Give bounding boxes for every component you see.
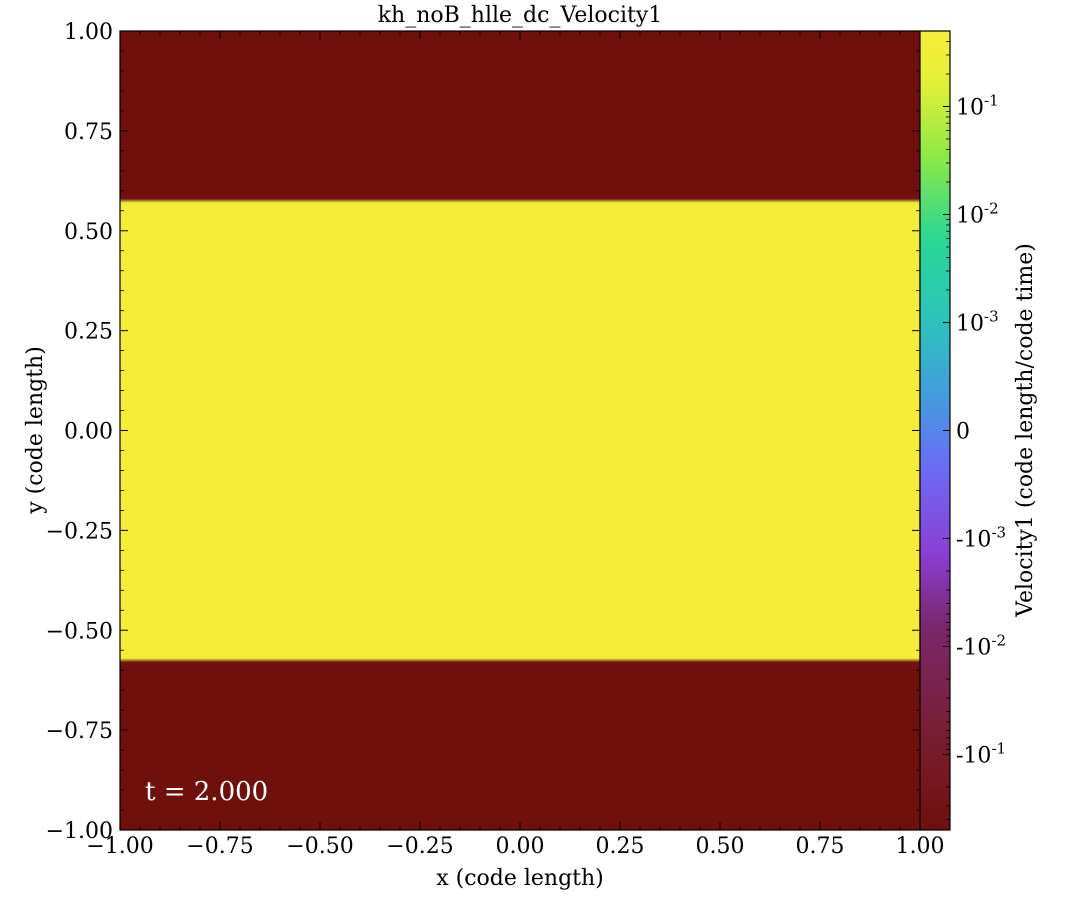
colorbar-tick-label: 0	[956, 420, 970, 445]
x-tick-label: −0.50	[286, 834, 353, 859]
x-tick-label: −0.75	[186, 834, 253, 859]
colorbar-tick-label: -10-3	[956, 524, 1006, 553]
colorbar-tick-label: 10-2	[956, 199, 999, 228]
y-tick-label: −0.25	[46, 519, 113, 544]
colorbar-tick-label: -10-2	[956, 632, 1006, 661]
colorbar-tick-label: 10-1	[956, 91, 999, 120]
y-tick-label: −0.50	[46, 619, 113, 644]
y-tick-label: 0.50	[64, 220, 113, 245]
x-tick-label: 0.00	[496, 834, 545, 859]
x-tick-label: 1.00	[896, 834, 945, 859]
x-tick-label: −0.25	[386, 834, 453, 859]
colorbar-tick-labels: 10-1 10-2 10-3 0 -10-3 -10-2 -10-1	[956, 91, 1006, 768]
y-tick-label: 0.25	[64, 320, 113, 345]
y-axis-tick-labels: −1.00 −0.75 −0.50 −0.25 0.00 0.25 0.50 0.75 1.00	[46, 20, 113, 844]
x-tick-label: 0.25	[596, 834, 645, 859]
x-axis-label: x (code length)	[436, 866, 604, 891]
y-axis-label: y (code length)	[23, 346, 48, 515]
x-tick-label: 0.75	[796, 834, 845, 859]
heatmap-field	[120, 31, 920, 830]
y-tick-label: −1.00	[46, 819, 113, 844]
colorbar-tick-label: 10-3	[956, 307, 999, 336]
colorbar-tick-label: -10-1	[956, 740, 1006, 769]
x-tick-label: 0.50	[696, 834, 745, 859]
y-tick-label: 0.75	[64, 120, 113, 145]
colorbar-label: Velocity1 (code length/code time)	[1013, 243, 1038, 618]
x-axis-tick-labels: −1.00 −0.75 −0.50 −0.25 0.00 0.25 0.50 0.75 1.00	[86, 834, 944, 859]
y-tick-label: 1.00	[64, 20, 113, 45]
y-tick-label: −0.75	[46, 719, 113, 744]
y-tick-label: 0.00	[64, 420, 113, 445]
time-annotation: t = 2.000	[145, 777, 268, 807]
chart-title: kh_noB_hlle_dc_Velocity1	[378, 3, 663, 28]
